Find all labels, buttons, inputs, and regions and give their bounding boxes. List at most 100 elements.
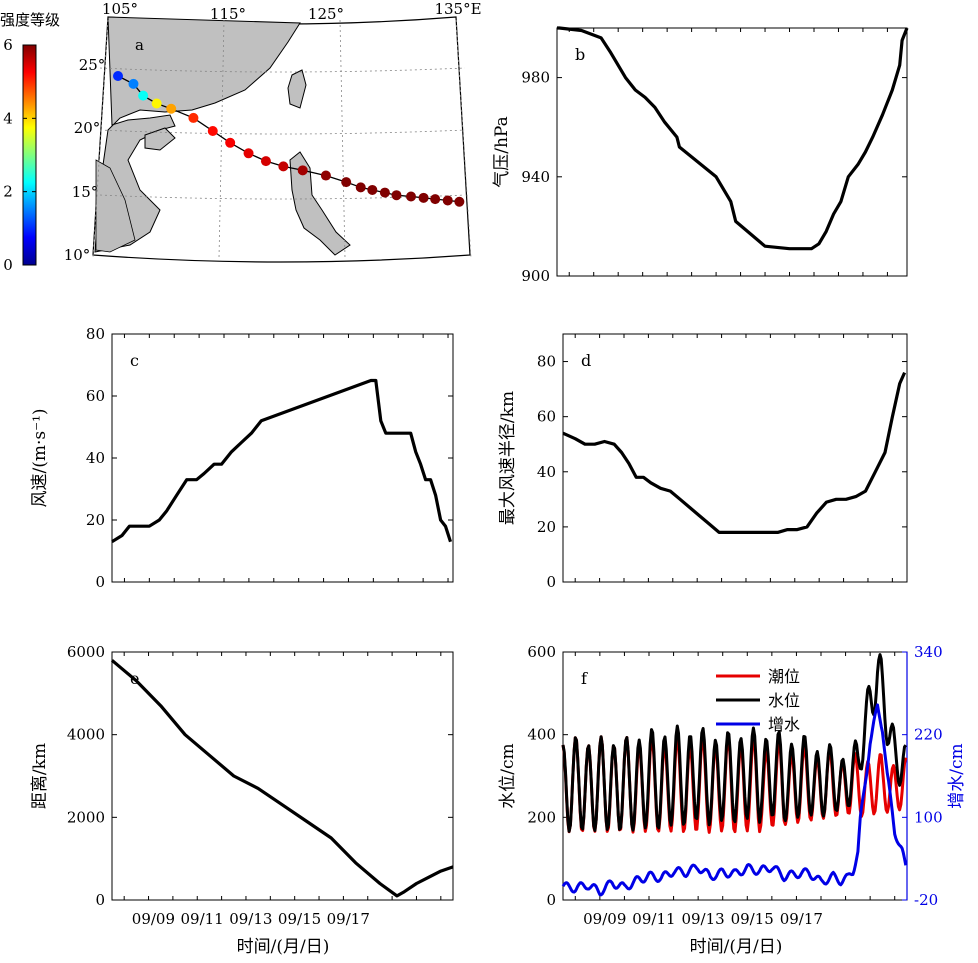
y-right-tick-label: 340 (914, 643, 943, 661)
parallel (99, 67, 466, 73)
colorbar-tick-label: 2 (3, 183, 13, 201)
plot-frame (562, 333, 908, 583)
panel-label: c (130, 351, 139, 370)
lat-label: 10° (64, 246, 91, 264)
track-point (225, 137, 236, 148)
track-point (243, 148, 254, 159)
typhoon-track (113, 71, 465, 207)
y-tick-label: 0 (546, 573, 556, 591)
track-point (166, 103, 177, 114)
track-point (138, 90, 149, 101)
x-tick-label: 09/17 (780, 910, 823, 928)
track-point (320, 170, 331, 181)
y-axis-label: 风速/(m·s⁻¹) (30, 408, 50, 507)
y-tick-label: 600 (527, 643, 556, 661)
y-tick-label: 4000 (67, 726, 105, 744)
y-tick-label: 40 (86, 449, 105, 467)
track-point (341, 177, 352, 188)
track-point (442, 195, 453, 206)
wind-speed-line (111, 378, 453, 544)
track-point (430, 194, 441, 205)
pressure-line (557, 26, 909, 251)
radius-line (562, 371, 907, 535)
y-axis-label: 水位/cm (498, 743, 518, 808)
x-tick-label: 09/11 (181, 910, 224, 928)
y-tick-label: 0 (95, 573, 105, 591)
track-point (391, 190, 402, 201)
colorbar-title: 强度等级 (0, 11, 60, 29)
y-right-axis-label: 增水/cm (947, 743, 967, 808)
y-tick-label: 940 (521, 168, 550, 186)
y-tick-label: 980 (521, 69, 550, 87)
track-point (418, 192, 429, 203)
panel-label-a: a (135, 36, 144, 54)
map-axis-labels: 105° 115° 125° 135°E 25° 20° 15° 10° (64, 0, 482, 264)
mainland (94, 16, 301, 253)
panel-c-wind-speed: 0 20 40 60 80 风速/(m·s⁻¹) c (30, 325, 454, 591)
lon-label: 135°E (434, 0, 481, 18)
track-point (406, 191, 417, 202)
y-tick-label: 40 (537, 463, 556, 481)
panel-f-water-level: 09/09 09/11 09/13 09/15 09/17 0 200 400 600 水位/cm… (498, 643, 967, 928)
track-point (151, 98, 162, 109)
panel-d-max-wind-radius: 0 20 40 60 80 最大风速半径/km d (498, 333, 908, 591)
y-tick-label: 80 (86, 325, 105, 343)
philippines (289, 151, 351, 256)
panel-b-pressure: 900 940 980 气压/hPa b (492, 26, 909, 285)
colorbar-tick-label: 4 (3, 109, 13, 127)
panel-label: d (581, 351, 591, 370)
x-tick-label: 09/09 (132, 910, 175, 928)
y-axis-label: 气压/hPa (492, 116, 512, 188)
track-point (188, 112, 199, 123)
x-tick-label: 09/13 (681, 910, 724, 928)
y-tick-label: 6000 (67, 643, 105, 661)
x-tick-label: 09/15 (731, 910, 774, 928)
plot-frame (111, 333, 454, 583)
legend-label: 水位 (768, 691, 800, 710)
colorbar (22, 44, 37, 266)
colorbar-ticks: 0 2 4 6 (3, 36, 36, 274)
x-tick-label: 09/13 (229, 910, 272, 928)
y-right-tick-label: 100 (914, 808, 943, 826)
panel-label: b (575, 45, 585, 64)
plot-frame (111, 651, 454, 901)
x-tick-label: 09/15 (278, 910, 321, 928)
surge-line (561, 703, 908, 897)
lat-label: 20° (74, 119, 101, 137)
track-point (379, 187, 390, 198)
lon-label: 105° (102, 0, 138, 18)
hainan-island (144, 127, 176, 151)
y-tick-label: 400 (527, 726, 556, 744)
track-point (355, 182, 366, 193)
track-point (297, 165, 308, 176)
distance-line (110, 659, 454, 898)
y-tick-label: 0 (95, 891, 105, 909)
colorbar-tick-label: 6 (3, 36, 13, 54)
lat-label: 15° (72, 183, 99, 201)
y-right-tick-label: 220 (914, 726, 943, 744)
y-tick-label: 900 (521, 267, 550, 285)
y-right-tick-label: -20 (914, 891, 938, 909)
x-tick-label: 09/17 (327, 910, 370, 928)
y-tick-label: 2000 (67, 808, 105, 826)
x-tick-label: 09/11 (632, 910, 675, 928)
y-tick-label: 60 (537, 408, 556, 426)
lon-label: 115° (210, 5, 246, 23)
water-level-line (561, 653, 907, 833)
y-tick-label: 20 (537, 518, 556, 536)
taiwan-island (287, 69, 307, 109)
track-point (113, 71, 123, 81)
y-tick-label: 20 (86, 511, 105, 529)
legend-label: 增水 (768, 715, 800, 734)
legend-label: 潮位 (768, 667, 800, 686)
plot-frame (556, 27, 908, 277)
panel-label: f (581, 669, 588, 688)
track-point (454, 196, 465, 207)
track-point (128, 78, 139, 89)
track-point (207, 126, 218, 137)
indochina (95, 159, 136, 253)
y-tick-label: 200 (527, 808, 556, 826)
lon-label: 125° (308, 5, 344, 23)
